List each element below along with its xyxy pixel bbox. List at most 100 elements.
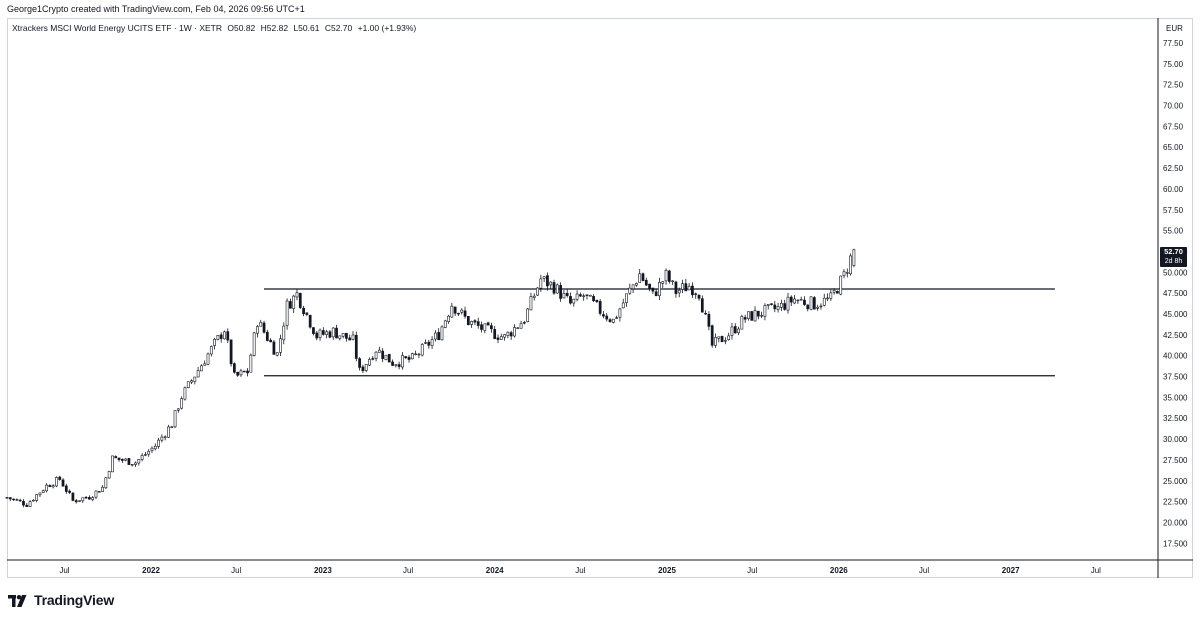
tradingview-logo[interactable]: TradingView: [8, 592, 114, 608]
candle-body: [226, 331, 230, 341]
chart-credit: George1Crypto created with TradingView.c…: [7, 4, 305, 14]
symbol-title[interactable]: Xtrackers MSCI World Energy UCITS ETF · …: [12, 23, 223, 33]
x-tick-label: Jul: [403, 566, 413, 575]
ohlc-change: +1.00 (+1.93%): [357, 23, 417, 33]
candle-body: [506, 331, 510, 336]
ohlc-high: H52.82: [260, 23, 289, 33]
y-tick-label: 72.50: [1163, 81, 1184, 90]
candle-body: [730, 326, 734, 336]
candle-body: [667, 270, 671, 282]
candle-body: [470, 321, 474, 325]
candle-body: [229, 339, 233, 365]
candle-body: [285, 300, 289, 326]
candle-body: [839, 275, 843, 295]
candle-body: [167, 426, 170, 438]
candle-body: [249, 354, 253, 373]
candle-body: [262, 322, 266, 333]
currency-label[interactable]: EUR: [1166, 24, 1183, 33]
candle-body: [407, 356, 411, 360]
candle-body: [671, 280, 675, 282]
candle-body: [809, 296, 813, 310]
candle-body: [206, 353, 210, 365]
candle-body: [153, 445, 157, 450]
candle-body: [539, 278, 543, 289]
candle-body: [529, 296, 533, 311]
bar-countdown: 2d 8h: [1164, 257, 1183, 265]
candle-body: [750, 311, 754, 321]
candle-body: [490, 325, 493, 330]
candle-body: [338, 335, 342, 339]
candle-body: [756, 310, 760, 317]
candle-body: [216, 335, 220, 340]
candle-body: [457, 312, 460, 315]
candle-body: [747, 311, 750, 319]
candle-body: [127, 458, 131, 465]
candle-body: [414, 353, 417, 355]
candle-body: [279, 338, 282, 353]
candle-body: [483, 323, 487, 331]
time-axis: Jul 2022 Jul 2023 Jul 2024 Jul 2025 Jul 2026 Jul 20…: [7, 559, 1193, 575]
chart-frame: [7, 18, 1193, 578]
candle-body: [664, 269, 668, 282]
candle-body: [473, 320, 477, 323]
candle-body: [592, 296, 595, 302]
candle-body: [447, 315, 450, 322]
candle-body: [101, 486, 104, 492]
candle-body: [410, 353, 414, 360]
candle-body: [770, 303, 773, 305]
candle-body: [522, 322, 526, 324]
candle-body: [137, 459, 141, 464]
candle-body: [440, 326, 444, 341]
candle-body: [236, 371, 240, 376]
candle-body: [460, 309, 464, 313]
candle-body: [786, 296, 790, 311]
symbol-legend: Xtrackers MSCI World Energy UCITS ETF · …: [12, 23, 419, 33]
x-tick-label: 2026: [830, 566, 848, 575]
candle-body: [532, 295, 536, 298]
candle-body: [641, 273, 645, 281]
candle-body: [315, 332, 319, 339]
y-tick-label: 30.000: [1163, 435, 1188, 444]
candle-body: [463, 310, 467, 317]
candle-body: [38, 492, 42, 496]
candle-body: [256, 326, 259, 334]
candle-body: [45, 484, 48, 492]
candle-body: [453, 306, 457, 314]
last-price-value: 52.70: [1164, 247, 1183, 256]
candle-body: [476, 321, 480, 326]
candle-body: [124, 458, 128, 461]
candle-body: [348, 337, 352, 341]
candle-body: [15, 499, 19, 501]
candle-body: [546, 275, 549, 287]
candle-body: [308, 314, 312, 328]
y-tick-label: 40.000: [1163, 352, 1188, 361]
candle-body: [562, 292, 566, 299]
candle-body: [147, 451, 151, 455]
candle-body: [427, 341, 431, 346]
candle-body: [450, 305, 454, 318]
candle-body: [233, 363, 236, 373]
candle-body: [733, 326, 737, 334]
y-tick-label: 20.000: [1163, 518, 1188, 527]
x-tick-label: Jul: [747, 566, 757, 575]
y-tick-label: 60.00: [1163, 185, 1184, 194]
candle-body: [822, 297, 826, 306]
candle-body: [150, 447, 154, 451]
x-tick-label: Jul: [1091, 566, 1101, 575]
candle-body: [707, 313, 711, 327]
candle-body: [186, 381, 190, 388]
candle-body: [345, 332, 348, 339]
candle-body: [246, 370, 249, 374]
candle-body: [387, 353, 391, 363]
candle-body: [420, 344, 424, 356]
candle-body: [691, 285, 694, 296]
candle-body: [58, 476, 62, 480]
y-tick-label: 22.500: [1163, 498, 1188, 507]
candle-body: [618, 308, 622, 318]
candle-body: [61, 479, 65, 487]
candle-body: [394, 364, 398, 366]
candle-body: [644, 279, 648, 286]
y-tick-label: 55.00: [1163, 227, 1184, 236]
candle-body: [611, 318, 615, 323]
